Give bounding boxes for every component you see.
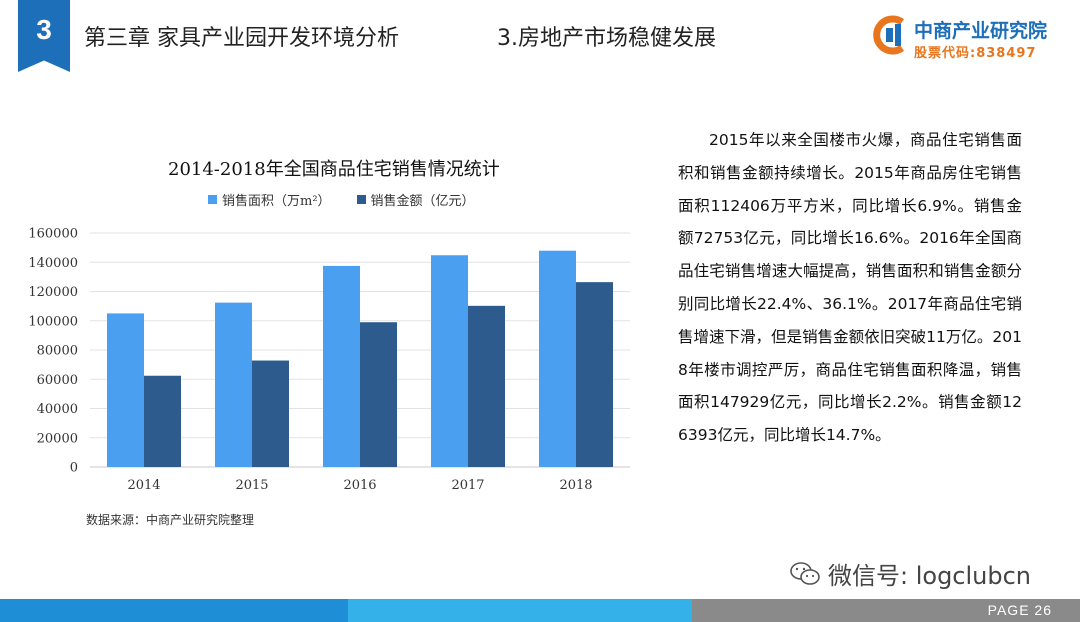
analysis-paragraph: 2015年以来全国楼市火爆，商品住宅销售面积和销售金额持续增长。2015年商品房… (678, 131, 1022, 445)
legend-label-area: 销售面积（万m²） (222, 194, 331, 209)
y-tick-label: 120000 (28, 285, 78, 300)
legend-item-amount: 销售金额（亿元） (356, 190, 475, 209)
logo-name: 中商产业研究院 (914, 20, 1048, 42)
bar-amount-2016 (360, 322, 397, 467)
x-tick-label: 2017 (451, 478, 484, 493)
legend-swatch-amount (356, 195, 366, 204)
data-source: 数据来源：中商产业研究院整理 (86, 513, 255, 527)
footer-bar-middle (348, 599, 692, 622)
bar-area-2016 (323, 265, 360, 467)
y-tick-label: 0 (70, 461, 78, 476)
bar-area-2017 (431, 255, 468, 467)
section-title: 3.房地产市场稳健发展 (497, 26, 716, 51)
x-tick-label: 2014 (127, 478, 160, 493)
logo-mark-icon (873, 15, 905, 55)
bar-area-2014 (107, 313, 144, 467)
legend-label-amount: 销售金额（亿元） (370, 194, 475, 209)
y-tick-label: 160000 (28, 227, 78, 242)
wechat-watermark: 微信号: logclubcn (790, 556, 1031, 591)
y-tick-label: 20000 (37, 431, 78, 446)
y-tick-label: 140000 (28, 256, 78, 271)
x-tick-label: 2016 (343, 478, 376, 493)
wechat-id: 微信号: logclubcn (828, 562, 1032, 590)
y-tick-label: 40000 (37, 402, 78, 417)
y-tick-label: 100000 (28, 314, 78, 329)
page-number: PAGE 26 (987, 602, 1052, 618)
bar-amount-2018 (576, 282, 613, 467)
bar-amount-2014 (144, 375, 181, 467)
chapter-title: 第三章 家具产业园开发环境分析 (84, 26, 399, 51)
chapter-badge: 3 (18, 0, 70, 72)
company-logo: 中商产业研究院 股票代码:838497 (872, 14, 1062, 64)
legend-item-area: 销售面积（万m²） (208, 190, 331, 209)
bar-amount-2015 (252, 360, 289, 467)
x-tick-label: 2018 (559, 478, 592, 493)
y-tick-label: 60000 (37, 373, 78, 388)
wechat-icon (790, 561, 820, 585)
footer-bar-right (692, 599, 1080, 622)
bar-area-2018 (539, 250, 576, 467)
logo-stock-code: 股票代码:838497 (914, 46, 1037, 61)
x-tick-label: 2015 (235, 478, 268, 493)
chart-title: 2014-2018年全国商品住宅销售情况统计 (168, 159, 500, 180)
bar-amount-2017 (468, 305, 505, 467)
y-tick-label: 80000 (37, 344, 78, 359)
chart-legend: 销售面积（万m²） 销售金额（亿元） (208, 190, 475, 209)
footer-bar-left (0, 599, 348, 622)
chapter-number: 3 (36, 14, 52, 45)
legend-swatch-area (208, 195, 217, 204)
bar-area-2015 (215, 302, 252, 467)
